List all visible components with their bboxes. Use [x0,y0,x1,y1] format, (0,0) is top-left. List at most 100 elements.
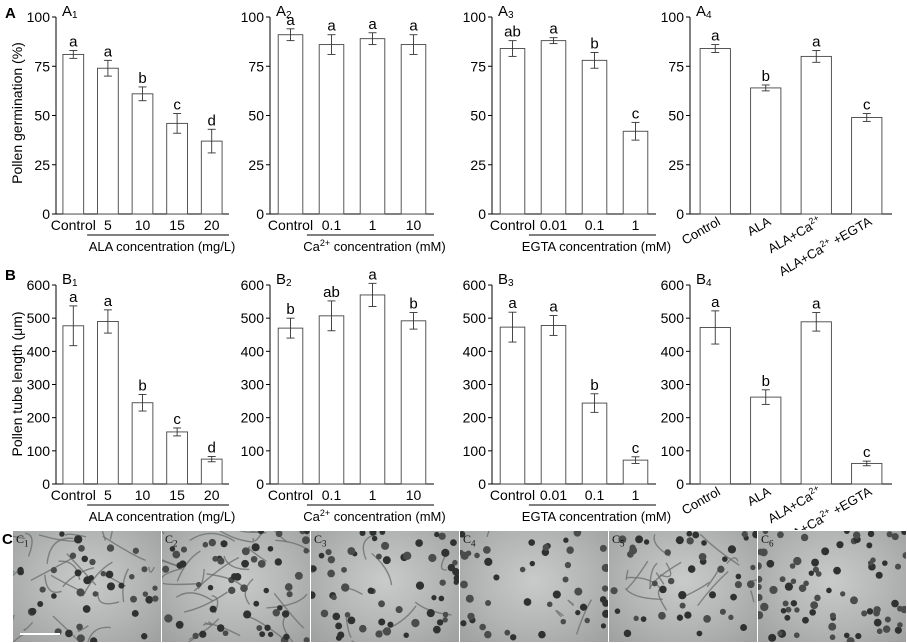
pollen-grain [675,536,684,545]
pollen-grain [793,556,802,566]
x-tick-label: ALA [744,483,773,508]
x-tick-label: 20 [204,487,220,503]
pollen-grain [876,628,883,635]
y-tick-label: 200 [241,410,265,426]
pollen-grain [741,531,748,538]
pollen-grain [359,531,366,537]
pollen-grain [130,595,138,603]
pollen-tube [46,537,74,564]
pollen-grain [243,610,252,619]
pollen-grain [106,582,116,591]
pollen-tube [575,599,593,635]
pollen-grain [875,571,883,579]
pollen-grain [195,581,202,588]
pollen-grain [347,616,356,625]
pollen-grain [768,633,777,642]
y-tick-label: 500 [241,310,265,326]
bar [318,315,345,485]
pollen-grain [131,610,139,617]
pollen-tube [183,591,228,613]
pollen-grain [901,531,906,536]
pollen-grain [263,587,270,594]
pollen-grain [217,557,225,565]
pollen-grain [793,632,800,639]
y-tick-label: 50 [34,108,50,124]
y-tick-label: 200 [27,410,51,426]
pollen-grain [826,587,832,594]
pollen-grain [332,612,341,621]
pollen-grain [118,582,125,589]
bar [62,325,85,485]
x-tick-label: Control [51,217,96,233]
pollen-grain [78,545,85,552]
pollen-grain [311,591,316,599]
x-tick-label: 20 [204,217,220,233]
pollen-grain [284,583,293,591]
x-tick-label: 1 [369,487,377,503]
pollen-grain [678,591,687,600]
pollen-grain [253,600,260,607]
pollen-grain [750,564,756,571]
pollen-grain [600,623,607,629]
x-tick-label: 1 [369,217,377,233]
pollen-grain [484,630,492,639]
micrograph-label-letter: C [761,532,770,546]
pollen-grain [318,552,325,559]
pollen-grain [803,580,809,587]
pollen-tube [567,599,575,607]
pollen-grain [659,585,667,594]
pollen-tube [13,535,26,540]
bar [359,294,386,485]
pollen-grain [843,531,850,534]
micrograph-label-index: 5 [620,538,625,549]
pollen-grain [208,538,217,547]
pollen-grain [528,539,536,546]
pollen-grain [777,630,783,636]
bar [540,325,567,485]
pollen-grain [560,618,567,625]
pollen-grain [415,581,425,590]
x-tick-label: 0.1 [322,217,342,233]
bar [97,67,119,215]
pollen-grain [758,583,762,591]
y-tick-label: 100 [241,9,265,25]
chart-A3: 0 25 50 75 100 A3 ab Control a 0.01 b 0.1 c 1 EGTA con… [463,3,671,254]
pollen-grain [442,611,449,618]
y-tick-label: 25 [470,157,486,173]
pollen-tube [65,533,87,538]
pollen-grain [610,587,618,595]
pollen-grain [891,532,899,541]
micrograph-label-letter: C [612,532,621,546]
pollen-tube [24,532,33,557]
pollen-grain [375,630,383,638]
pollen-grain [758,593,763,602]
y-tick-label: 25 [668,157,684,173]
micrograph-5: C5 [609,531,757,642]
panel-label: B3 [498,271,514,289]
x-tick-label: Control [679,484,723,518]
pollen-grain [866,542,873,549]
micrograph-4: C4 [460,531,608,642]
pollen-tube [162,567,183,582]
pollen-tube [244,578,254,605]
chart-A1: 0 25 50 75 100 A1 a Control a 5 b 10 c 15 d 20 ALA conce… [27,3,236,254]
pollen-grain [375,553,382,560]
significance-letter: a [549,299,558,316]
pollen-grain [403,551,412,560]
pollen-grain [467,612,475,621]
pollen-grain [584,617,590,624]
x-tick-label: 1 [632,487,640,503]
pollen-grain [434,531,440,538]
pollen-grain [850,596,858,605]
micrograph-label: C4 [463,532,476,548]
bar [622,130,649,215]
pollen-grain [897,622,903,628]
y-tick-label: 100 [661,443,685,459]
significance-letter: d [208,439,216,456]
pollen-grain [602,599,608,607]
pollen-grain [730,593,737,601]
pollen-grain [717,565,725,573]
bar [800,55,832,215]
pollen-grain [790,600,798,607]
x-tick-label: Control [679,214,723,248]
